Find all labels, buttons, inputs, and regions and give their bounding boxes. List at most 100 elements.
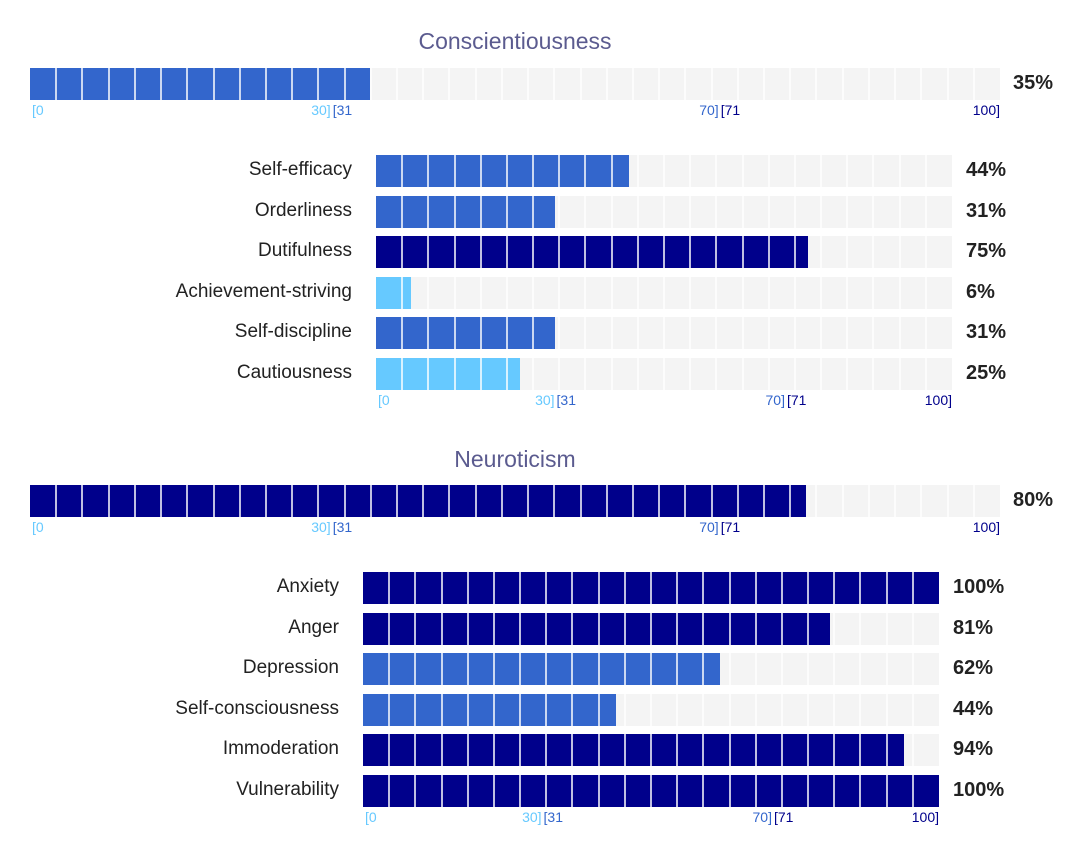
facet-bar-segments (363, 775, 939, 807)
segment-divider (388, 775, 391, 807)
segment-divider (466, 734, 469, 767)
segment-divider (81, 68, 84, 100)
facet-bar (376, 155, 952, 187)
segment-divider (833, 693, 836, 726)
segment-divider (597, 693, 600, 726)
segment-divider (453, 155, 456, 187)
segment-divider (859, 734, 862, 767)
segment-divider (924, 358, 927, 390)
segment-divider (401, 358, 404, 390)
tick-label: 30] (535, 392, 555, 408)
segment-divider (519, 775, 522, 807)
facet-percent: 25% (966, 362, 1007, 384)
segment-divider (793, 195, 796, 228)
segment-divider (401, 276, 404, 309)
facet-label: Self-discipline (234, 321, 352, 343)
overall-bar-fill (30, 68, 370, 100)
facet-bar (363, 693, 939, 726)
segment-divider (898, 155, 901, 187)
tick-label: [31 (332, 102, 353, 118)
segment-divider (846, 276, 849, 309)
facet-percent: 44% (953, 697, 994, 720)
section-title: Conscientiousness (418, 28, 612, 54)
segment-divider (584, 276, 587, 309)
segment-divider (427, 195, 430, 228)
segment-divider (440, 693, 443, 726)
facet-label: Cautiousness (236, 362, 352, 383)
segment-divider (571, 653, 574, 686)
segment-divider (820, 155, 823, 187)
segment-divider (133, 68, 136, 100)
segment-divider (453, 236, 456, 269)
segment-divider (440, 653, 443, 686)
segment-divider (505, 276, 508, 309)
tick-label: [31 (332, 519, 353, 535)
segment-divider (427, 236, 430, 269)
segment-divider (545, 734, 548, 767)
segment-divider (396, 485, 399, 517)
segment-divider (558, 195, 561, 228)
segment-divider (702, 653, 705, 686)
segment-divider (505, 195, 508, 228)
segment-divider (571, 734, 574, 767)
segment-divider (401, 195, 404, 228)
tick-label: 100] (924, 392, 952, 408)
segment-divider (466, 693, 469, 726)
overall-bar (30, 485, 1000, 517)
facet-label: Orderliness (254, 199, 352, 221)
segment-divider (532, 317, 535, 350)
overall-percent: 35% (1013, 72, 1054, 94)
segment-divider (636, 155, 639, 187)
segment-divider (872, 276, 875, 309)
facet-bar-fill (363, 734, 905, 767)
segment-divider (754, 693, 757, 726)
segment-divider (605, 68, 608, 100)
segment-divider (920, 485, 923, 517)
segment-divider (710, 485, 713, 517)
segment-divider (584, 155, 587, 187)
segment-divider (684, 68, 687, 100)
segment-divider (492, 734, 495, 767)
segment-divider (833, 572, 836, 604)
facet-bar-segments (376, 358, 952, 390)
segment-divider (846, 317, 849, 350)
segment-divider (623, 693, 626, 726)
segment-divider (676, 612, 679, 645)
segment-divider (466, 775, 469, 807)
segment-divider (317, 485, 320, 517)
segment-divider (767, 317, 770, 350)
segment-divider (911, 775, 914, 807)
segment-divider (885, 572, 888, 604)
segment-divider (807, 572, 810, 604)
segment-divider (212, 68, 215, 100)
segment-divider (689, 358, 692, 390)
segment-divider (741, 236, 744, 269)
segment-divider (414, 612, 417, 645)
segment-divider (689, 236, 692, 269)
segment-divider (820, 236, 823, 269)
tick-label: 70] (699, 519, 719, 535)
segment-divider (841, 68, 844, 100)
segment-divider (186, 68, 189, 100)
segment-divider (763, 68, 766, 100)
segment-divider (658, 485, 661, 517)
facet-bar (376, 358, 952, 390)
segment-divider (885, 653, 888, 686)
tick-label: 100] (911, 809, 939, 825)
segment-divider (702, 693, 705, 726)
segment-divider (605, 485, 608, 517)
tick-label: 100] (972, 102, 1000, 118)
segment-divider (754, 572, 757, 604)
segment-divider (920, 68, 923, 100)
facet-percent: 62% (953, 657, 994, 680)
segment-divider (440, 612, 443, 645)
segment-divider (676, 572, 679, 604)
segment-divider (388, 653, 391, 686)
segment-divider (492, 612, 495, 645)
facet-bar-fill (376, 317, 555, 350)
segment-divider (650, 693, 652, 726)
segment-divider (650, 734, 652, 767)
segment-divider (650, 775, 652, 807)
segment-divider (911, 693, 914, 726)
tick-label: 70] (699, 102, 719, 118)
